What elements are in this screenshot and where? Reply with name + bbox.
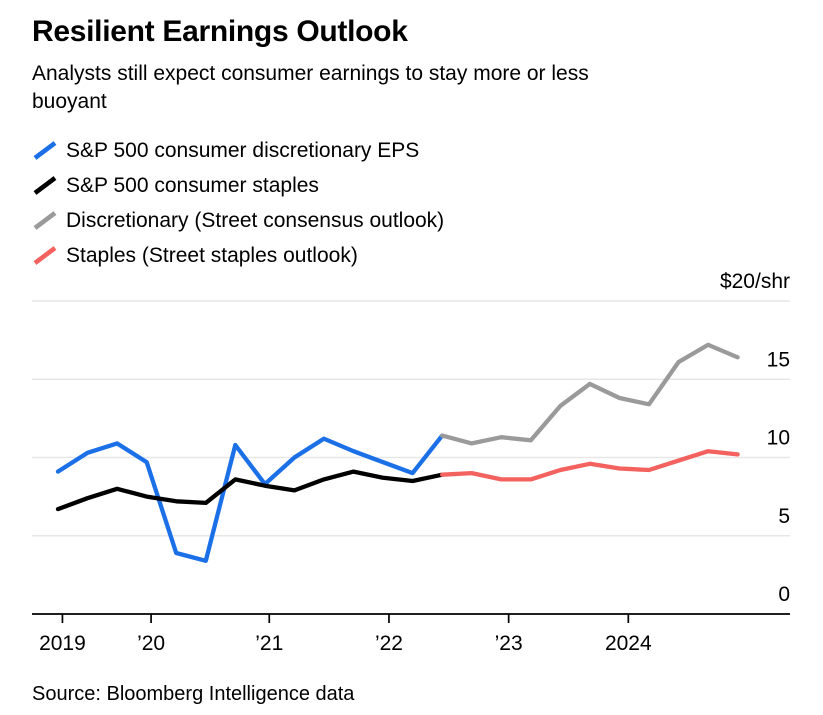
x-tick-label: ’21 (255, 632, 283, 655)
legend-label: S&P 500 consumer discretionary EPS (66, 138, 420, 162)
y-tick-label: 15 (767, 348, 790, 371)
legend-slash-icon (33, 141, 57, 160)
legend-label: Discretionary (Street consensus outlook) (66, 208, 445, 232)
x-tick-label: ’23 (495, 632, 523, 655)
x-tick-label: 2019 (39, 632, 86, 655)
x-tick-label: ’22 (375, 632, 403, 655)
series-line-discretionary-street-consensus-outlook- (440, 342, 740, 446)
legend-label: S&P 500 consumer staples (66, 173, 319, 197)
source-note: Source: Bloomberg Intelligence data (32, 683, 355, 705)
subtitle-line-2: buoyant (32, 90, 107, 113)
y-tick-label: 0 (778, 583, 790, 606)
legend-slash-icon (33, 211, 57, 230)
legend-item-staples-outlook: Staples (Street staples outlook) (32, 238, 444, 273)
x-tick-label: ’20 (137, 632, 165, 655)
y-tick-label: 10 (767, 427, 790, 450)
x-tick-label: 2024 (605, 632, 652, 655)
chart-subtitle: Analysts still expect consumer earnings … (32, 60, 589, 116)
page-title: Resilient Earnings Outlook (32, 15, 408, 48)
series-line-staples-street-staples-outlook- (440, 449, 740, 482)
chart-legend: S&P 500 consumer discretionary EPS S&P 5… (32, 133, 444, 273)
legend-item-discretionary-eps: S&P 500 consumer discretionary EPS (32, 133, 444, 168)
y-tick-label: $20/shr (720, 270, 790, 293)
y-tick-label: 5 (778, 505, 790, 528)
legend-label: Staples (Street staples outlook) (66, 243, 358, 267)
series-line-s-p-500-consumer-discretionary-eps (55, 433, 445, 563)
legend-item-staples-eps: S&P 500 consumer staples (32, 168, 444, 203)
legend-item-discretionary-outlook: Discretionary (Street consensus outlook) (32, 203, 444, 238)
legend-slash-icon (33, 176, 57, 195)
legend-slash-icon (33, 246, 57, 265)
subtitle-line-1: Analysts still expect consumer earnings … (32, 62, 589, 85)
series-line-s-p-500-consumer-staples (55, 469, 445, 512)
